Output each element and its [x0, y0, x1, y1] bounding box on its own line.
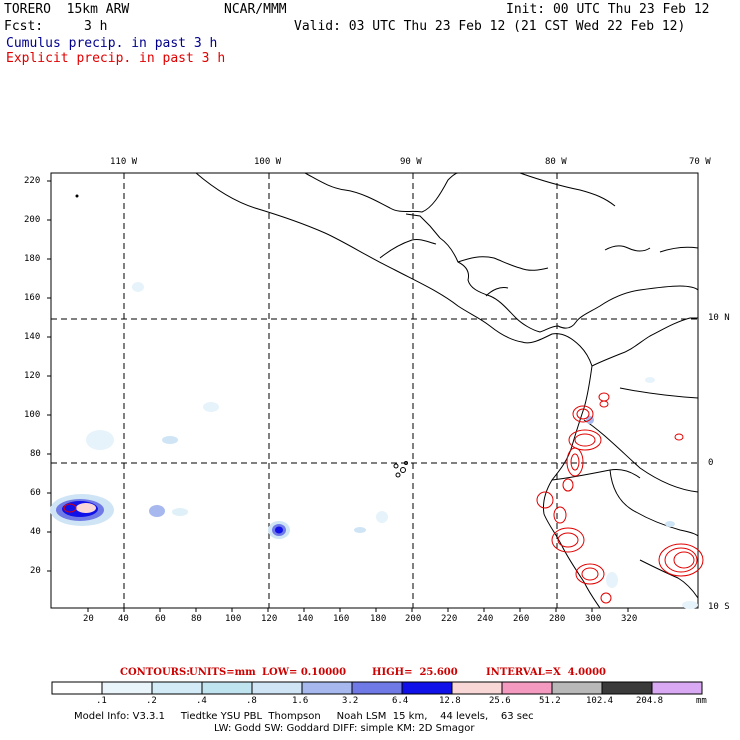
x-tick: 240: [477, 614, 494, 624]
legend-bin: [301, 681, 353, 695]
contours-interval: INTERVAL=X 4.0000: [486, 667, 606, 678]
legend-bin: [151, 681, 203, 695]
legend-label: .1: [96, 696, 107, 706]
legend-bin: [401, 681, 453, 695]
y-tick: 180: [24, 254, 41, 264]
y-tick: 200: [24, 215, 41, 225]
precip-legend-bar: [51, 681, 703, 695]
explicit-precip-label: Explicit precip. in past 3 h: [6, 51, 226, 66]
x-tick: 220: [441, 614, 458, 624]
y-tick: 220: [24, 176, 41, 186]
x-tick: 60: [155, 614, 166, 624]
x-tick: 120: [261, 614, 278, 624]
contours-units: UNITS=mm: [189, 667, 256, 678]
y-tick: 100: [24, 410, 41, 420]
contours-low: LOW= 0.10000: [262, 667, 347, 678]
legend-label: .8: [246, 696, 257, 706]
x-tick-marks: [87, 608, 629, 612]
legend-label: 204.8: [636, 696, 664, 706]
latlon-grid: [51, 173, 698, 608]
legend-label: 12.8: [439, 696, 461, 706]
x-tick: 80: [191, 614, 202, 624]
legend-label: 3.2: [342, 696, 359, 706]
lon-label-80w: 80 W: [545, 157, 567, 167]
lat-label-10s: 10 S: [708, 602, 730, 612]
lon-label-100w: 100 W: [254, 157, 282, 167]
x-tick: 160: [333, 614, 350, 624]
x-tick: 100: [225, 614, 242, 624]
legend-label: 51.2: [539, 696, 561, 706]
legend-label: 6.4: [392, 696, 409, 706]
model-info-line1: Model Info: V3.3.1 Tiedtke YSU PBL Thomp…: [74, 711, 534, 722]
explicit-precip-contours: [63, 392, 704, 604]
coastlines: [75, 172, 699, 609]
y-tick: 160: [24, 293, 41, 303]
legend-bin: [451, 681, 503, 695]
legend-bin: [51, 681, 103, 695]
x-tick: 200: [405, 614, 422, 624]
lat-label-0: 0: [708, 458, 714, 468]
y-tick: 120: [24, 371, 41, 381]
legend-label: 1.6: [292, 696, 309, 706]
cumulus-precip-label: Cumulus precip. in past 3 h: [6, 36, 218, 51]
legend-bin: [201, 681, 253, 695]
center-label: NCAR/MMM: [224, 2, 287, 17]
lon-label-70w: 70 W: [689, 157, 711, 167]
lon-label-90w: 90 W: [400, 157, 422, 167]
model-info-line2: LW: Godd SW: Goddard DIFF: simple KM: 2D…: [214, 723, 475, 734]
y-tick: 60: [30, 488, 41, 498]
x-tick: 140: [297, 614, 314, 624]
contours-high: HIGH= 25.600: [372, 667, 458, 678]
y-tick: 80: [30, 449, 41, 459]
x-tick: 280: [549, 614, 566, 624]
legend-bin: [101, 681, 153, 695]
legend-bin: [551, 681, 603, 695]
legend-bin: [501, 681, 553, 695]
x-tick: 260: [513, 614, 530, 624]
init-time: Init: 00 UTC Thu 23 Feb 12: [506, 2, 710, 17]
fcst-value: 3 h: [84, 19, 108, 34]
legend-label: 25.6: [489, 696, 511, 706]
lon-label-110w: 110 W: [110, 157, 138, 167]
x-tick: 300: [585, 614, 602, 624]
y-tick: 140: [24, 332, 41, 342]
y-tick: 20: [30, 566, 41, 576]
contours-label: CONTOURS:: [120, 667, 190, 678]
model-title: TORERO 15km ARW: [4, 2, 130, 17]
legend-bin: [651, 681, 703, 695]
legend-label: .2: [146, 696, 157, 706]
legend-bin: [251, 681, 303, 695]
legend-unit: mm: [696, 696, 707, 706]
plot-frame: [50, 172, 699, 609]
legend-bin: [601, 681, 653, 695]
x-tick: 180: [370, 614, 387, 624]
legend-label: 102.4: [586, 696, 614, 706]
x-tick: 20: [83, 614, 94, 624]
legend-label: .4: [196, 696, 207, 706]
valid-time: Valid: 03 UTC Thu 23 Feb 12 (21 CST Wed …: [294, 19, 686, 34]
y-tick-marks: [47, 180, 51, 572]
x-tick: 40: [118, 614, 129, 624]
lat-label-10n: 10 N: [708, 313, 730, 323]
y-tick: 40: [30, 527, 41, 537]
legend-bin: [351, 681, 403, 695]
x-tick: 320: [621, 614, 638, 624]
fcst-label: Fcst:: [4, 19, 44, 34]
cumulus-precip-shading: [50, 282, 698, 609]
